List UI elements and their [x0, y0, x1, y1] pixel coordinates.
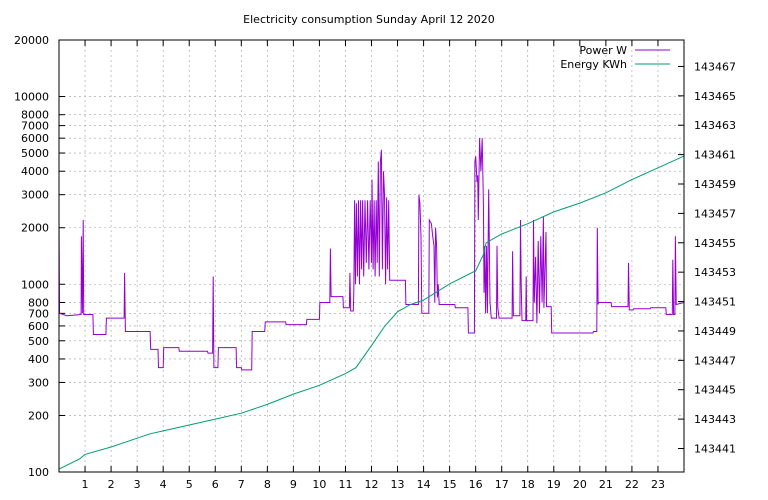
y-tick-label: 800 — [28, 296, 49, 309]
x-tick-label: 16 — [469, 478, 483, 491]
y2-tick-label: 143445 — [694, 384, 736, 397]
x-tick-label: 21 — [599, 478, 613, 491]
series-line-energy — [58, 155, 685, 470]
y2-tick-label: 143457 — [694, 207, 736, 220]
x-tick-label: 22 — [625, 478, 639, 491]
x-axis: 1 2 3 4 5 6 7 8 9 10 11 12 13 14 15 16 17 18 19 20 21 22 23 — [82, 40, 665, 491]
y-tick-label: 500 — [28, 335, 49, 348]
y-tick-label: 20000 — [14, 34, 49, 47]
x-tick-label: 11 — [338, 478, 352, 491]
x-tick-label: 8 — [264, 478, 271, 491]
y2-tick-label: 143467 — [694, 60, 736, 73]
x-tick-label: 12 — [365, 478, 379, 491]
x-tick-label: 18 — [521, 478, 535, 491]
x-tick-label: 1 — [82, 478, 89, 491]
y2-tick-label: 143465 — [694, 90, 736, 103]
y-tick-label: 600 — [28, 320, 49, 333]
y-tick-label: 3000 — [21, 189, 49, 202]
y-tick-label: 300 — [28, 376, 49, 389]
y-tick-label: 7000 — [21, 120, 49, 133]
y-tick-label: 6000 — [21, 132, 49, 145]
y2-tick-label: 143463 — [694, 119, 736, 132]
y2-tick-label: 143449 — [694, 325, 736, 338]
chart-title: Electricity consumption Sunday April 12 … — [243, 13, 495, 26]
y-tick-label: 5000 — [21, 147, 49, 160]
y2-tick-label: 143441 — [694, 442, 736, 455]
y-tick-label: 200 — [28, 409, 49, 422]
y-tick-label: 10000 — [14, 91, 49, 104]
x-tick-label: 2 — [108, 478, 115, 491]
x-tick-label: 5 — [186, 478, 193, 491]
y-tick-label: 100 — [28, 466, 49, 479]
y-tick-label: 400 — [28, 353, 49, 366]
y2-tick-label: 143459 — [694, 178, 736, 191]
y-tick-label: 8000 — [21, 109, 49, 122]
plot-frame — [58, 39, 685, 473]
y2-tick-label: 143461 — [694, 149, 736, 162]
legend-label: Power W — [579, 44, 627, 57]
y-tick-label: 2000 — [21, 222, 49, 235]
y-tick-label: 1000 — [21, 278, 49, 291]
y2-tick-label: 143443 — [694, 413, 736, 426]
plot-series — [58, 138, 685, 470]
x-tick-label: 23 — [651, 478, 665, 491]
x-tick-label: 7 — [238, 478, 245, 491]
x-tick-label: 15 — [443, 478, 457, 491]
legend-label: Energy KWh — [560, 58, 627, 71]
y2-tick-label: 143451 — [694, 296, 736, 309]
x-tick-label: 17 — [495, 478, 509, 491]
y-tick-label: 4000 — [21, 165, 49, 178]
y2-tick-label: 143447 — [694, 354, 736, 367]
x-tick-label: 19 — [547, 478, 561, 491]
x-tick-label: 20 — [573, 478, 587, 491]
x-tick-label: 9 — [290, 478, 297, 491]
x-tick-label: 14 — [417, 478, 431, 491]
x-tick-label: 3 — [134, 478, 141, 491]
y-tick-label: 700 — [28, 307, 49, 320]
x-tick-label: 10 — [312, 478, 326, 491]
x-tick-label: 4 — [160, 478, 167, 491]
right-y-axis: 143441 143443 143445 143447 143449 143451 1434… — [678, 60, 736, 455]
series-line-power — [58, 138, 685, 371]
y2-tick-label: 143453 — [694, 266, 736, 279]
x-tick-label: 6 — [212, 478, 219, 491]
x-tick-label: 13 — [391, 478, 405, 491]
y2-tick-label: 143455 — [694, 237, 736, 250]
